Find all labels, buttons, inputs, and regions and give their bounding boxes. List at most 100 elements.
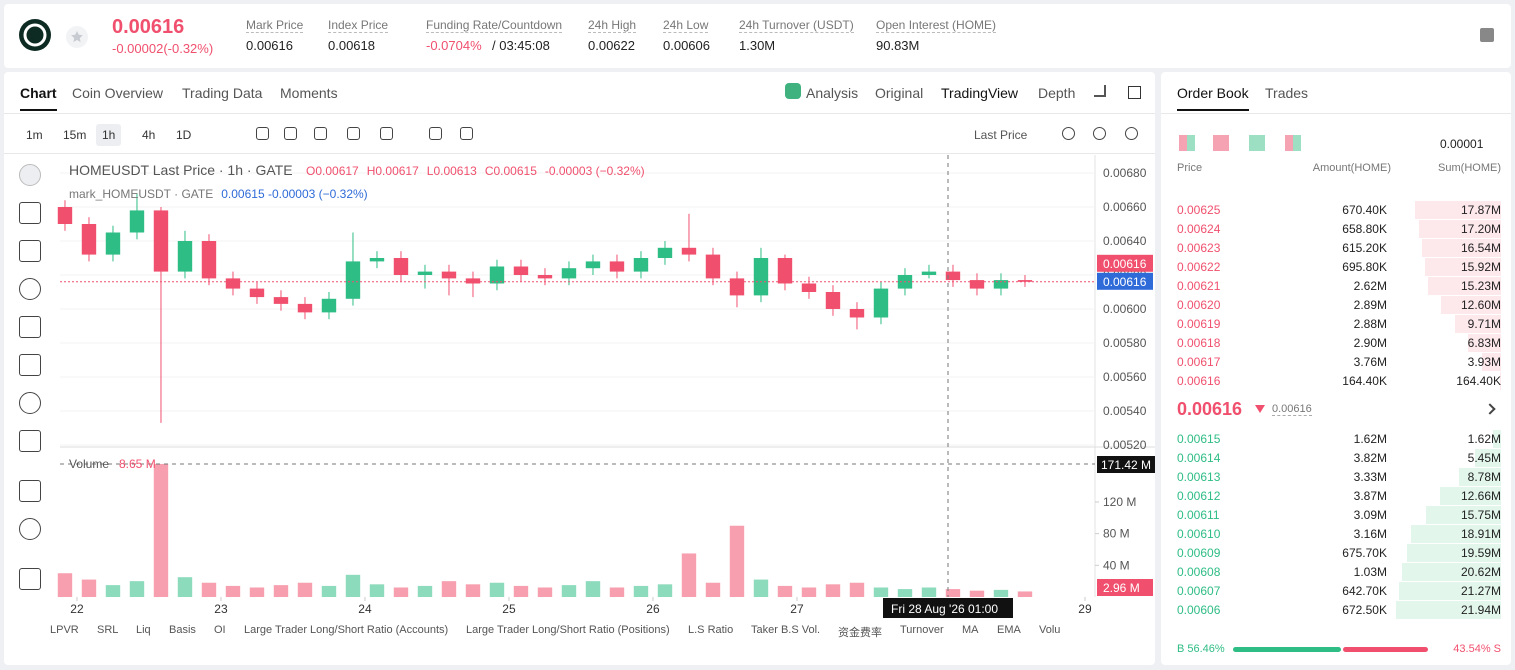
ob-amount: 642.70K	[1342, 584, 1387, 598]
drawing-tool[interactable]	[19, 518, 41, 540]
interval[interactable]: 4h	[142, 128, 156, 142]
ob-amount: 658.80K	[1342, 222, 1387, 236]
tool-icon[interactable]	[284, 127, 297, 140]
y-tick-label: 0.00560	[1103, 370, 1147, 384]
drawing-tool[interactable]	[19, 568, 41, 590]
ob-sum: 15.75M	[1460, 508, 1501, 522]
ob-amount: 695.80K	[1342, 260, 1387, 274]
ob-amount: 3.76M	[1353, 355, 1387, 369]
volume-bar	[585, 581, 601, 597]
candle-body	[321, 298, 337, 313]
ohlc-value: C0.00615	[485, 164, 537, 178]
tab[interactable]: Trading Data	[182, 85, 263, 101]
coin-logo	[19, 19, 51, 51]
indicator-tab[interactable]: OI	[214, 624, 226, 636]
interval[interactable]: 1m	[26, 128, 43, 142]
y2-tick-label: 80 M	[1103, 527, 1130, 541]
notes-icon[interactable]	[1480, 28, 1494, 42]
candle-body	[441, 271, 457, 279]
drawing-tool[interactable]	[19, 240, 41, 262]
x-tick-label: 26	[646, 602, 660, 616]
volume-bar	[489, 582, 505, 597]
drawing-tool[interactable]	[19, 278, 41, 300]
view-tab[interactable]: Depth	[1038, 85, 1076, 101]
tool-icon[interactable]	[460, 127, 473, 140]
indicator-tab[interactable]: MA	[962, 624, 979, 636]
cursor-date-tag	[883, 598, 1013, 618]
indicator-tab[interactable]: Turnover	[900, 624, 944, 636]
volume-bar	[441, 581, 457, 597]
indicator-tab[interactable]: Liq	[136, 624, 151, 636]
tool-icon[interactable]	[429, 127, 442, 140]
volume-bar	[921, 587, 937, 597]
view-toggle[interactable]	[1249, 135, 1265, 151]
stat-value: 0.00622	[588, 38, 635, 53]
indicator-tab[interactable]: L.S Ratio	[688, 624, 734, 636]
precision-select[interactable]: 0.00001	[1440, 137, 1484, 151]
drawing-tool[interactable]	[19, 430, 41, 452]
indicator-tab[interactable]: Volu	[1039, 624, 1061, 636]
tool-icon[interactable]	[1125, 127, 1138, 140]
drawing-tool[interactable]	[19, 392, 41, 414]
drawing-tool[interactable]	[19, 202, 41, 224]
interval[interactable]: 15m	[63, 128, 87, 142]
stat-label: Mark Price	[246, 18, 304, 33]
candle-body	[417, 271, 433, 275]
volume-bar	[273, 585, 289, 597]
price-type-select[interactable]: Last Price	[974, 128, 1028, 142]
ob-tab[interactable]: Order Book	[1177, 85, 1249, 111]
tool-icon[interactable]	[314, 127, 327, 140]
window-icon[interactable]	[1128, 86, 1141, 99]
tab[interactable]: Moments	[280, 85, 338, 101]
sell-ratio-bar	[1343, 647, 1428, 652]
tool-icon[interactable]	[380, 127, 393, 140]
cursor-date-text: Fri 28 Aug '26 01:00	[891, 602, 998, 616]
ob-sum: 5.45M	[1467, 451, 1501, 465]
fullscreen-icon[interactable]	[1094, 85, 1106, 97]
interval[interactable]: 1D	[176, 128, 192, 142]
expand-arrow[interactable]	[1484, 403, 1496, 415]
tool-icon[interactable]	[1093, 127, 1106, 140]
indicator-tab[interactable]: Large Trader Long/Short Ratio (Positions…	[466, 624, 670, 636]
view-tab[interactable]: Analysis	[806, 85, 859, 101]
view-tab[interactable]: Original	[875, 85, 924, 101]
ob-tab[interactable]: Trades	[1265, 85, 1309, 101]
favorite-star[interactable]	[66, 26, 88, 48]
buy-ratio-bar	[1233, 647, 1342, 652]
cursor-volume-tag	[1097, 456, 1155, 473]
volume-bar	[177, 577, 193, 597]
ob-sum: 164.40K	[1456, 374, 1501, 388]
tool-icon[interactable]	[1062, 127, 1075, 140]
drawing-tool[interactable]	[19, 164, 41, 186]
analysis-icon[interactable]	[785, 83, 801, 99]
ob-price: 0.00622	[1177, 260, 1221, 274]
view-toggle[interactable]	[1179, 135, 1195, 151]
drawing-tool[interactable]	[19, 354, 41, 376]
depth-bar	[1440, 487, 1501, 505]
drawing-tool[interactable]	[19, 316, 41, 338]
indicator-tab[interactable]: SRL	[97, 624, 119, 636]
depth-bar	[1425, 506, 1501, 524]
drawing-tool[interactable]	[19, 480, 41, 502]
indicator-tab[interactable]: Basis	[169, 624, 196, 636]
ob-price: 0.00607	[1177, 584, 1221, 598]
indicator-tab[interactable]: Large Trader Long/Short Ratio (Accounts)	[244, 624, 449, 636]
volume-bar	[705, 582, 721, 597]
volume-bar	[345, 574, 361, 597]
ob-amount: 670.40K	[1342, 203, 1387, 217]
tab-active[interactable]: Chart	[20, 85, 57, 111]
tool-icon[interactable]	[347, 127, 360, 140]
indicator-tab[interactable]: EMA	[997, 624, 1021, 636]
view-toggle[interactable]	[1213, 135, 1229, 151]
indicator-tab[interactable]: LPVR	[50, 624, 79, 636]
indicator-tab[interactable]: 资金费率	[838, 627, 882, 639]
tool-icon[interactable]	[256, 127, 269, 140]
candle-body	[201, 241, 217, 279]
interval[interactable]: 1h	[96, 124, 122, 146]
view-toggle[interactable]	[1285, 135, 1301, 151]
candle-body	[465, 278, 481, 284]
view-tab[interactable]: TradingView	[941, 85, 1019, 101]
indicator-tab[interactable]: Taker B.S Vol.	[751, 624, 821, 636]
tab[interactable]: Coin Overview	[72, 85, 164, 101]
ob-amount: 1.03M	[1353, 565, 1387, 579]
